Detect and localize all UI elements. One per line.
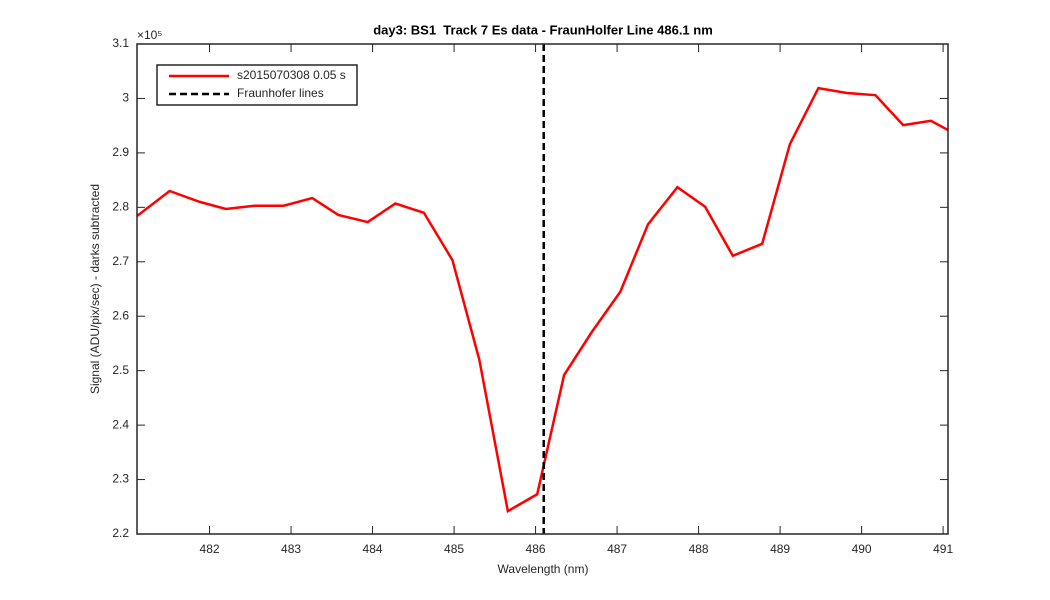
y-tick-label: 2.5 [112, 363, 129, 377]
x-tick-label: 484 [363, 542, 383, 556]
y-tick-label: 3 [122, 91, 129, 105]
y-tick-label: 2.9 [112, 145, 129, 159]
x-tick-label: 486 [526, 542, 546, 556]
legend: s2015070308 0.05 s Fraunhofer lines [156, 64, 358, 106]
legend-box [156, 64, 358, 106]
chart-title: day3: BS1 Track 7 Es data - FraunHolfer … [373, 22, 713, 37]
y-tick-label: 3.1 [112, 36, 129, 50]
x-tick-label: 482 [200, 542, 220, 556]
y-tick-label: 2.8 [112, 200, 129, 214]
x-tick-label: 487 [607, 542, 627, 556]
x-tick-label: 488 [689, 542, 709, 556]
x-axis-label: Wavelength (nm) [498, 562, 589, 576]
plot-area [137, 44, 948, 534]
y-axis-label: Signal (ADU/pix/sec) - darks subtracted [88, 184, 102, 394]
axes-box [136, 43, 949, 535]
y-tick-label: 2.6 [112, 308, 129, 322]
x-tick-label: 485 [444, 542, 464, 556]
legend-label: s2015070308 0.05 s [237, 68, 346, 82]
data-line [137, 86, 948, 514]
x-tick-label: 489 [770, 542, 790, 556]
y-tick-label: 2.7 [112, 254, 129, 268]
x-tick-label: 483 [281, 542, 301, 556]
legend-label: Fraunhofer lines [237, 86, 324, 100]
y-tick-label: 2.3 [112, 472, 129, 486]
x-tick-label: 491 [933, 542, 953, 556]
y-tick-label: 2.2 [112, 526, 129, 540]
y-exponent: ×10⁵ [137, 28, 162, 42]
x-tick-label: 490 [852, 542, 872, 556]
y-tick-label: 2.4 [112, 417, 129, 431]
